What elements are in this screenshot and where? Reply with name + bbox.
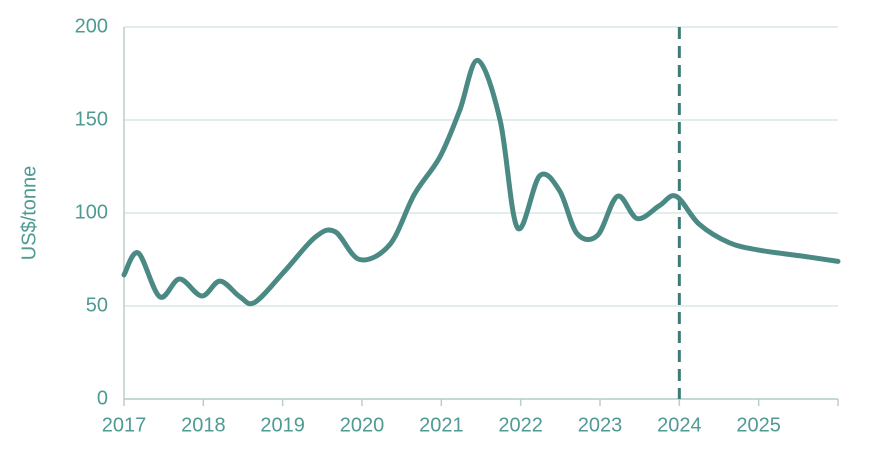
x-tick-label: 2025 (736, 414, 781, 436)
x-tick-label: 2019 (260, 414, 305, 436)
data-line (121, 57, 841, 307)
y-tick-label: 0 (97, 387, 108, 409)
x-tick-label: 2018 (181, 414, 226, 436)
x-tick-label: 2021 (419, 414, 464, 436)
x-tick-label: 2020 (340, 414, 385, 436)
y-tick-label: 100 (75, 201, 108, 223)
y-tick-label: 150 (75, 108, 108, 130)
x-tick-label: 2024 (657, 414, 702, 436)
x-tick-label: 2017 (102, 414, 147, 436)
y-tick-label: 200 (75, 15, 108, 37)
y-tick-label: 50 (86, 294, 108, 316)
y-axis-label: US$/tonne (18, 166, 40, 261)
x-tick-label: 2023 (578, 414, 623, 436)
x-tick-label: 2022 (498, 414, 543, 436)
